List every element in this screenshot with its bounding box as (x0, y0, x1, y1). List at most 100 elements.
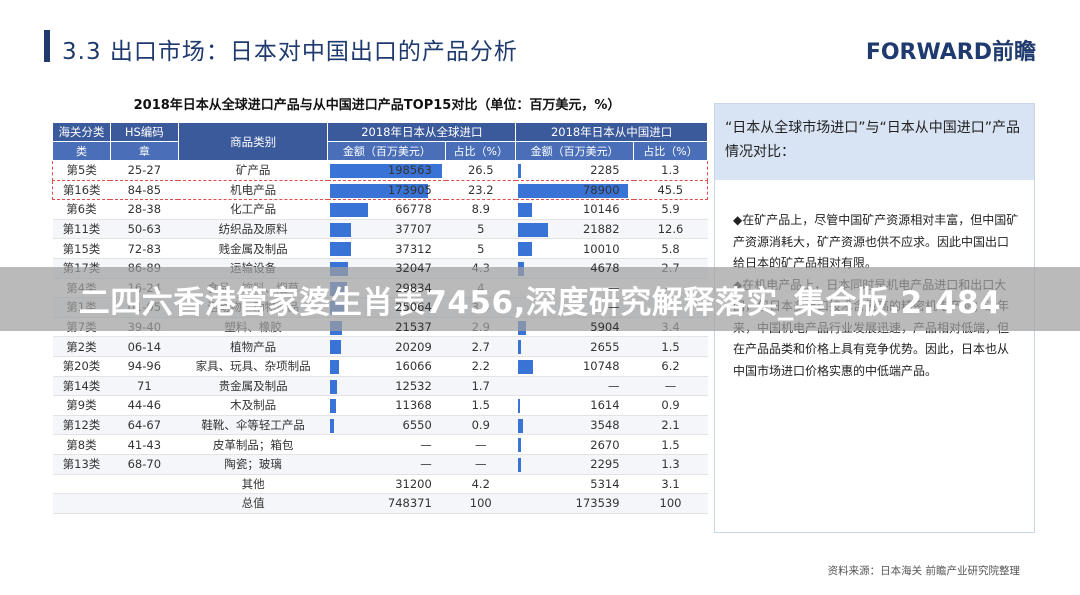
value-bar (329, 222, 352, 237)
cell-global-amount: 66778 (327, 199, 446, 220)
header-customs: 海关分类 (52, 122, 111, 142)
header-china-share: 占比（%） (633, 141, 708, 161)
value-label: 16066 (395, 359, 432, 374)
cell-hs-code: 64-67 (110, 415, 179, 436)
cell-china-share: 3.1 (633, 474, 708, 495)
value-bar (329, 340, 342, 355)
cell-global-share: 1.5 (445, 395, 516, 416)
cell-hs-code: 44-46 (110, 395, 179, 416)
cell-category: 化工产品 (178, 199, 328, 220)
table-row: 第9类 44-46 木及制品 11368 1.5 1614 0.9 (52, 395, 708, 416)
cell-customs-class: 第6类 (52, 199, 111, 220)
cell-china-amount: 10010 (515, 238, 634, 259)
cell-hs-code: 28-38 (110, 199, 179, 220)
cell-china-share: 5.9 (633, 199, 708, 220)
value-bar (329, 242, 351, 257)
page-title: 3.3 出口市场：日本对中国出口的产品分析 (62, 39, 518, 65)
cell-category: 贱金属及制品 (178, 238, 328, 259)
value-bar (517, 438, 522, 453)
table-row: 第8类 41-43 皮革制品；箱包 — — 2670 1.5 (52, 434, 708, 455)
value-bar (329, 183, 429, 198)
cell-global-amount: 37707 (327, 219, 446, 240)
cell-china-share: 1.3 (633, 454, 708, 475)
cell-global-share: — (445, 454, 516, 475)
watermark-banner-text: 二四六香港管家婆生肖表7456,深度研究解释落实_集合版.2.484 (78, 285, 1002, 321)
cell-global-amount: 6550 (327, 415, 446, 436)
cell-global-amount: 16066 (327, 356, 446, 377)
value-label: 4678 (590, 261, 620, 276)
value-label: 11368 (395, 398, 432, 413)
table-row: 第11类 50-63 纺织品及原料 37707 5 21882 12.6 (52, 219, 708, 240)
cell-china-amount: 5314 (515, 474, 634, 495)
value-bar (517, 457, 521, 472)
cell-china-share: 6.2 (633, 356, 708, 377)
value-bar (517, 359, 533, 374)
cell-china-share: 2.1 (633, 415, 708, 436)
table-row: 第13类 68-70 陶瓷；玻璃 — — 2295 1.3 (52, 454, 708, 475)
cell-category: 其他 (178, 474, 328, 495)
cell-hs-code: 68-70 (110, 454, 179, 475)
cell-customs-class: 第8类 (52, 434, 111, 455)
cell-category: 贵金属及制品 (178, 376, 328, 397)
cell-global-amount: 198563 (327, 160, 446, 181)
cell-global-amount: 11368 (327, 395, 446, 416)
value-label: — (608, 300, 620, 315)
cell-customs-class: 第14类 (52, 376, 111, 397)
cell-customs-class (52, 474, 111, 495)
table-title: 2018年日本从全球进口产品与从中国进口产品TOP15对比（单位：百万美元，%） (133, 98, 621, 113)
cell-customs-class: 第11类 (52, 219, 111, 240)
value-label: 5314 (590, 476, 620, 491)
cell-china-amount: 2655 (515, 336, 634, 357)
value-label: — (420, 437, 432, 452)
cell-customs-class: 第20类 (52, 356, 111, 377)
cell-global-share: 23.2 (445, 179, 516, 201)
header-hs: HS编码 (109, 122, 179, 142)
header-category: 商品类别 (177, 122, 329, 161)
cell-global-share: 5 (445, 219, 516, 240)
value-bar (329, 203, 368, 218)
value-bar (329, 399, 337, 414)
cell-hs-code: 25-27 (110, 160, 179, 181)
value-label: 2295 (590, 457, 620, 472)
value-label: 66778 (395, 202, 432, 217)
cell-customs-class (52, 493, 111, 514)
analysis-point-minerals: ◆在矿产品上，尽管中国矿产资源相对丰富，但中国矿产资源消耗大，矿产资源也供不应求… (733, 213, 1019, 270)
cell-china-amount: 3548 (515, 415, 634, 436)
cell-customs-class: 第15类 (52, 238, 111, 259)
header-customs-sub: 类 (52, 141, 111, 161)
value-bar (517, 203, 532, 218)
value-bar (517, 222, 549, 237)
cell-global-share: 2.2 (445, 356, 516, 377)
cell-china-share: 5.8 (633, 238, 708, 259)
value-label: 748371 (387, 496, 432, 511)
cell-hs-code (110, 474, 179, 495)
header-global-share: 占比（%） (445, 141, 517, 161)
value-label: 21537 (395, 320, 432, 335)
value-bar (329, 418, 334, 433)
value-label: — (608, 280, 620, 295)
cell-category: 家具、玩具、杂项制品 (178, 356, 328, 377)
cell-global-share: — (445, 434, 516, 455)
cell-hs-code: 72-83 (110, 238, 179, 259)
cell-china-amount: 78900 (515, 179, 634, 201)
value-label: 10146 (582, 202, 620, 217)
cell-global-amount: 173905 (327, 179, 446, 201)
value-label: 37312 (395, 241, 432, 256)
value-label: 3548 (590, 418, 620, 433)
value-label: 173539 (575, 496, 620, 511)
value-label: 37707 (395, 222, 432, 237)
value-label: 5904 (590, 320, 620, 335)
cell-china-share: 0.9 (633, 395, 708, 416)
cell-china-amount: 21882 (515, 219, 634, 240)
header-global-group: 2018年日本从全球进口 (327, 122, 517, 142)
header-china-group: 2018年日本从中国进口 (515, 122, 708, 142)
value-label: 20209 (395, 339, 432, 354)
cell-global-share: 26.5 (445, 160, 516, 181)
value-label: 10010 (582, 241, 620, 256)
value-label: 12532 (395, 378, 432, 393)
cell-customs-class: 第5类 (52, 160, 111, 181)
cell-global-amount: 748371 (327, 493, 446, 514)
cell-global-share: 100 (445, 493, 516, 514)
cell-china-share: 1.5 (633, 434, 708, 455)
value-bar (517, 164, 521, 178)
